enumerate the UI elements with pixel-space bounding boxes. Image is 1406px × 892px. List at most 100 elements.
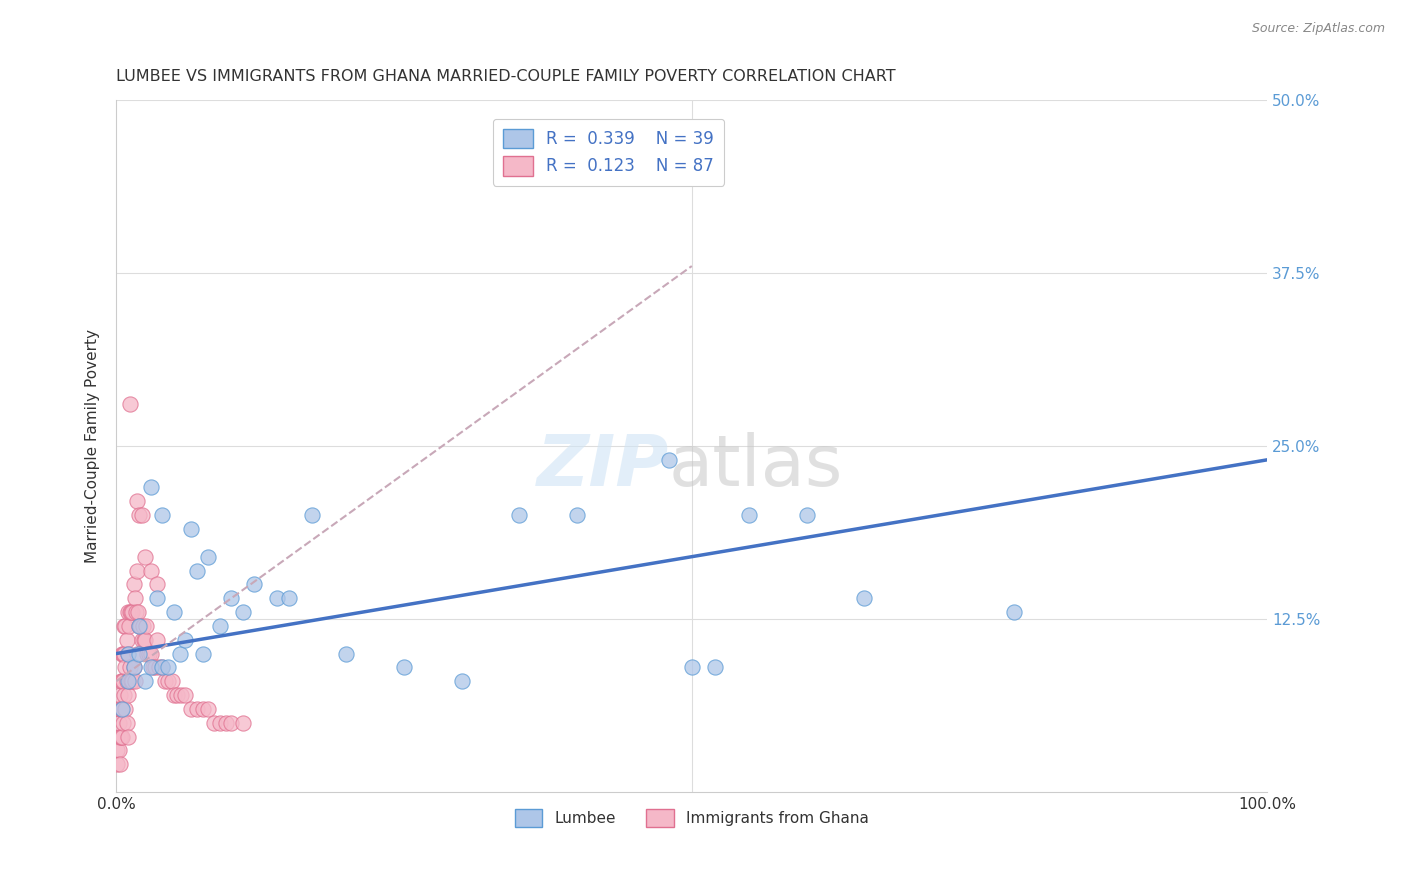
Point: [135, 619, 157, 633]
Point: [108, 688, 131, 702]
Point: [110, 674, 132, 689]
Point: [148, 660, 170, 674]
Point: [125, 564, 148, 578]
Point: [214, 715, 236, 730]
Point: [125, 494, 148, 508]
Point: [127, 605, 149, 619]
Point: [111, 730, 134, 744]
Point: [124, 674, 146, 689]
Point: [853, 591, 876, 606]
Point: [111, 674, 134, 689]
Point: [180, 522, 202, 536]
Point: [117, 674, 139, 689]
Point: [232, 605, 254, 619]
Point: [122, 577, 145, 591]
Point: [125, 605, 148, 619]
Point: [117, 647, 139, 661]
Point: [115, 632, 138, 647]
Point: [169, 647, 191, 661]
Point: [145, 591, 167, 606]
Point: [166, 688, 188, 702]
Point: [107, 715, 129, 730]
Point: [112, 715, 135, 730]
Point: [117, 605, 139, 619]
Point: [145, 577, 167, 591]
Point: [139, 647, 162, 661]
Point: [191, 647, 214, 661]
Point: [138, 647, 160, 661]
Point: [115, 674, 138, 689]
Point: [108, 702, 131, 716]
Point: [153, 674, 176, 689]
Point: [122, 660, 145, 674]
Point: [107, 702, 129, 716]
Point: [191, 702, 214, 716]
Point: [202, 715, 225, 730]
Point: [124, 591, 146, 606]
Point: [681, 660, 703, 674]
Point: [157, 660, 180, 674]
Point: [117, 730, 139, 744]
Point: [134, 549, 156, 564]
Point: [131, 632, 153, 647]
Point: [128, 619, 150, 633]
Point: [107, 743, 129, 757]
Legend: Lumbee, Immigrants from Ghana: Lumbee, Immigrants from Ghana: [509, 803, 875, 833]
Point: [738, 508, 761, 523]
Point: [111, 647, 134, 661]
Point: [450, 674, 472, 689]
Point: [142, 660, 165, 674]
Point: [128, 508, 150, 523]
Point: [108, 730, 131, 744]
Point: [136, 647, 159, 661]
Text: atlas: atlas: [669, 433, 844, 501]
Point: [150, 660, 173, 674]
Point: [132, 619, 155, 633]
Point: [118, 619, 141, 633]
Point: [796, 508, 818, 523]
Point: [197, 702, 219, 716]
Point: [115, 715, 138, 730]
Point: [120, 605, 142, 619]
Y-axis label: Married-Couple Family Poverty: Married-Couple Family Poverty: [86, 329, 100, 563]
Point: [174, 632, 197, 647]
Point: [120, 674, 142, 689]
Point: [111, 702, 134, 716]
Point: [266, 591, 288, 606]
Point: [120, 397, 142, 411]
Point: [117, 647, 139, 661]
Point: [160, 674, 183, 689]
Point: [508, 508, 530, 523]
Point: [1002, 605, 1025, 619]
Point: [565, 508, 588, 523]
Point: [197, 549, 219, 564]
Point: [145, 632, 167, 647]
Point: [112, 688, 135, 702]
Point: [114, 619, 136, 633]
Point: [301, 508, 323, 523]
Point: [112, 674, 135, 689]
Point: [112, 647, 135, 661]
Point: [163, 688, 186, 702]
Point: [150, 508, 173, 523]
Point: [125, 647, 148, 661]
Point: [208, 619, 231, 633]
Point: [122, 660, 145, 674]
Point: [129, 619, 152, 633]
Point: [107, 743, 129, 757]
Point: [120, 660, 142, 674]
Point: [221, 715, 243, 730]
Point: [174, 688, 197, 702]
Point: [145, 660, 167, 674]
Point: [277, 591, 299, 606]
Point: [107, 757, 129, 772]
Point: [118, 674, 141, 689]
Point: [703, 660, 725, 674]
Point: [128, 619, 150, 633]
Point: [131, 508, 153, 523]
Point: [128, 647, 150, 661]
Point: [139, 564, 162, 578]
Point: [208, 715, 231, 730]
Point: [157, 674, 180, 689]
Point: [139, 660, 162, 674]
